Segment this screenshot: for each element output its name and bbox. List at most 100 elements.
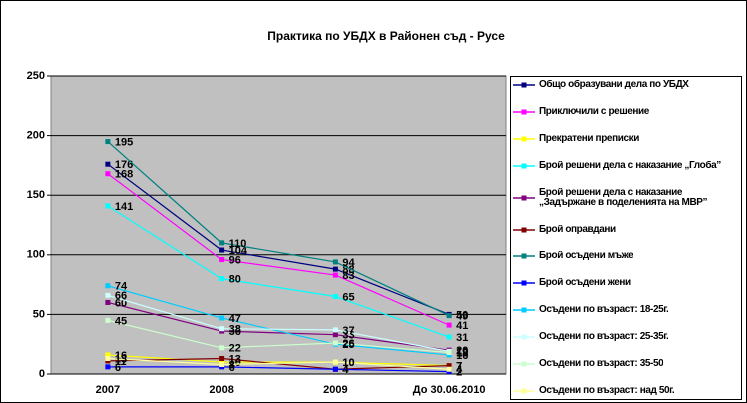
legend-item: Приключили с решение [513,107,739,117]
data-label: 6 [229,362,235,374]
data-label: 4 [456,364,463,376]
legend-swatch [513,195,535,201]
legend-item: Брой решени дела с наказание „Глоба” [513,161,739,171]
point-marker [219,356,225,362]
x-tick-label: 2007 [96,384,120,396]
data-label: 18 [456,347,468,359]
data-label: 66 [115,290,127,302]
point-marker [105,283,111,289]
data-label: 176 [115,159,133,171]
data-label: 49 [456,310,468,322]
series-line [107,163,450,315]
y-tick-label: 150 [27,189,45,201]
data-label: 94 [342,257,355,269]
data-label: 168 [115,169,133,181]
series-line [107,294,450,352]
point-marker [446,366,452,372]
data-label: 25 [342,339,354,351]
legend-swatch [513,136,535,142]
legend-item: Брой осъдени мъже [513,251,739,261]
legend-marker [521,334,527,340]
point-marker [446,313,452,319]
point-marker [446,322,452,328]
point-marker [332,340,338,346]
legend-label: Брой решени дела с наказание „Задържане … [539,187,708,208]
point-marker [105,299,111,305]
legend-marker [521,163,527,169]
x-tick-label: До 30.06.2010 [413,384,486,396]
chart-title: Практика по УБДХ в Районен съд - Русе [267,29,505,43]
legend-marker [521,280,527,286]
point-marker [219,276,225,282]
legend-item: Осъдени по възраст: 18-25г. [513,305,739,315]
legend-swatch [513,361,535,367]
legend-label: Брой осъдени мъже [539,251,634,262]
series-line [107,366,450,373]
data-label: 19 [456,346,468,358]
data-label: 74 [115,281,128,293]
point-marker [332,359,338,365]
point-marker [332,332,338,338]
point-marker [332,259,338,265]
legend-item: Осъдени по възраст: 25-35г. [513,332,739,342]
legend-label: Осъдени по възраст: 35-50 [539,359,664,370]
legend-marker [521,253,527,259]
legend-label: Брой оправдани [539,224,616,235]
point-marker [446,334,452,340]
y-tick-label: 100 [27,249,45,261]
data-label: 2 [456,367,462,379]
point-marker [105,161,111,167]
data-label: 96 [229,254,241,266]
legend-item: Общо образувани дела по УБДХ [513,80,739,90]
data-label: 7 [456,361,462,373]
legend-marker [521,195,527,201]
legend-item: Брой решени дела с наказание „Задържане … [513,188,739,208]
data-label: 13 [115,353,127,365]
legend-marker [521,227,527,233]
data-label: 47 [229,313,241,325]
data-label: 11 [115,356,127,368]
x-tick-label: 2009 [323,384,347,396]
point-marker [219,247,225,253]
data-label: 141 [115,201,133,213]
data-label: 38 [229,324,241,336]
data-label: 65 [342,291,354,303]
legend-label: Брой осъдени жени [539,278,631,289]
legend-swatch [513,227,535,233]
legend-label: Осъдени по възраст: 25-35г. [539,332,669,343]
point-marker [219,240,225,246]
series-line [107,173,450,326]
point-marker [332,272,338,278]
legend-marker [521,82,527,88]
series-line [107,319,450,354]
legend-label: Приключили с решение [539,106,649,117]
point-marker [219,257,225,263]
y-tick-label: 250 [27,70,45,82]
legend-marker [521,388,527,394]
point-marker [105,139,111,145]
data-label: 22 [229,343,241,355]
data-label: 110 [229,238,247,250]
point-marker [105,364,111,370]
legend-swatch [513,388,535,394]
data-label: 37 [342,325,354,337]
point-marker [105,171,111,177]
legend-item: Осъдени по възраст: 35-50 [513,359,739,369]
point-marker [332,294,338,300]
legend-marker [521,361,527,367]
data-label: 195 [115,136,133,148]
series-line [107,205,450,338]
data-label: 26 [342,338,354,350]
legend-item: Осъдени по възраст: над 50г. [513,386,739,396]
data-label: 6 [115,362,121,374]
legend-swatch [513,307,535,313]
point-marker [446,350,452,356]
data-label: 4 [342,364,349,376]
series-line [107,301,450,351]
point-marker [105,292,111,298]
data-label: 20 [456,345,468,357]
data-label: 4 [342,364,349,376]
legend-swatch [513,109,535,115]
legend-label: Брой решени дела с наказание „Глоба” [539,160,721,171]
